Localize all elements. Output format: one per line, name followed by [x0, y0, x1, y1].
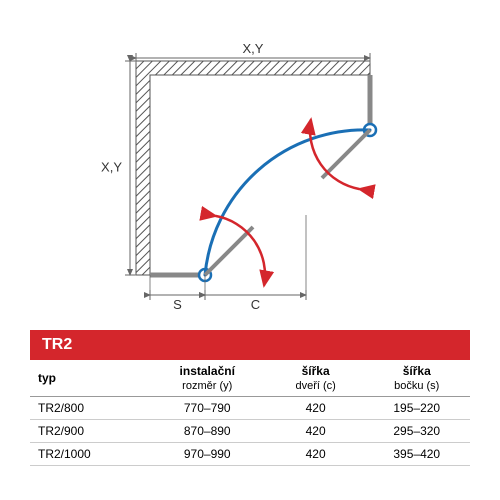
- table-row: TR2/800770–790420195–220: [30, 397, 470, 420]
- column-header: typ: [30, 360, 147, 397]
- svg-text:X,Y: X,Y: [243, 41, 264, 56]
- table-row: TR2/900870–890420295–320: [30, 420, 470, 443]
- table-row: TR2/1000970–990420395–420: [30, 443, 470, 466]
- spec-table: typinstalačnírozměr (y)šířkadveří (c)šíř…: [30, 360, 470, 466]
- column-header: instalačnírozměr (y): [147, 360, 268, 397]
- technical-diagram: X,Y X,Y S C: [30, 30, 470, 320]
- product-title: TR2: [30, 330, 470, 360]
- svg-text:X,Y: X,Y: [101, 159, 122, 174]
- column-header: šířkadveří (c): [268, 360, 364, 397]
- svg-text:C: C: [251, 297, 260, 312]
- column-header: šířkabočku (s): [363, 360, 470, 397]
- svg-text:S: S: [173, 297, 182, 312]
